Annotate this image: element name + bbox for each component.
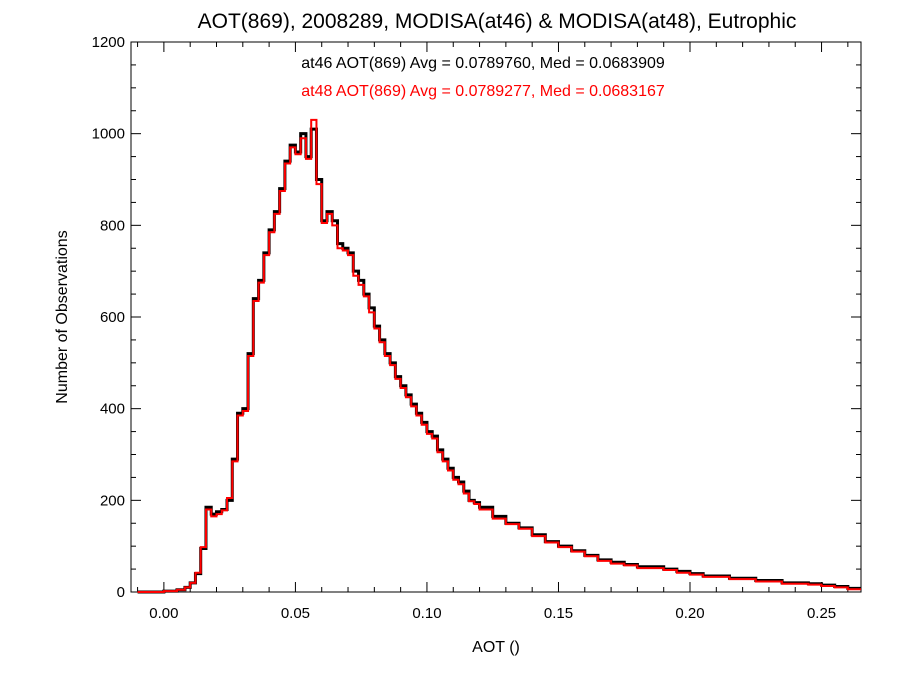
chart-title: AOT(869), 2008289, MODISA(at46) & MODISA… bbox=[198, 10, 797, 33]
y-tick-label: 1000 bbox=[92, 126, 125, 143]
x-tick-label: 0.10 bbox=[412, 605, 441, 622]
x-tick-label: 0.05 bbox=[281, 605, 310, 622]
x-tick-label: 0.25 bbox=[807, 605, 836, 622]
y-axis-label: Number of Observations bbox=[54, 230, 71, 403]
histogram-series bbox=[137, 118, 861, 594]
axis-ticks bbox=[131, 41, 861, 593]
x-tick-label: 0.00 bbox=[149, 605, 178, 622]
stats-at48: at48 AOT(869) Avg = 0.0789277, Med = 0.0… bbox=[301, 83, 665, 100]
y-tick-label: 200 bbox=[100, 492, 125, 509]
axis-tick-labels: 0.00 0.05 0.10 0.15 0.20 0.25 0 200 400 600 800 100… bbox=[92, 34, 837, 622]
y-tick-label: 400 bbox=[100, 401, 125, 418]
x-axis-label: AOT () bbox=[472, 639, 520, 656]
histogram-series-1 bbox=[137, 118, 861, 593]
y-tick-label: 800 bbox=[100, 217, 125, 234]
y-tick-label: 0 bbox=[117, 584, 125, 601]
y-tick-label: 1200 bbox=[92, 34, 125, 51]
plot-frame bbox=[130, 41, 862, 593]
y-tick-label: 600 bbox=[100, 309, 125, 326]
x-tick-label: 0.15 bbox=[544, 605, 573, 622]
histogram-series-0 bbox=[137, 127, 861, 594]
x-tick-label: 0.20 bbox=[675, 605, 704, 622]
stats-at46: at46 AOT(869) Avg = 0.0789760, Med = 0.0… bbox=[301, 55, 665, 72]
